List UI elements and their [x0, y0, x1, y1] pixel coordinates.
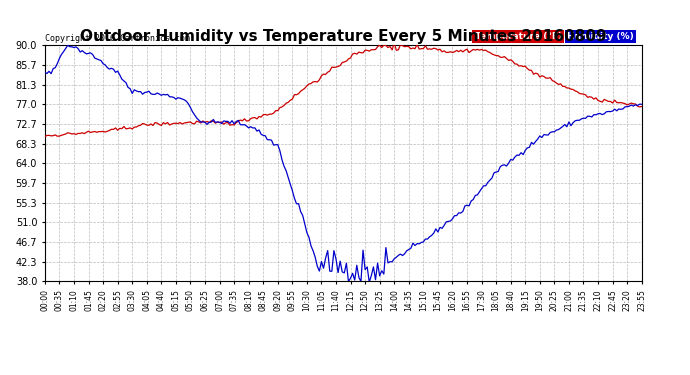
Text: Humidity (%): Humidity (%): [567, 32, 634, 41]
Text: Temperature (°F): Temperature (°F): [475, 32, 562, 41]
Text: Copyright 2016 Cartronics.com: Copyright 2016 Cartronics.com: [45, 34, 190, 43]
Title: Outdoor Humidity vs Temperature Every 5 Minutes 20160809: Outdoor Humidity vs Temperature Every 5 …: [80, 29, 607, 44]
